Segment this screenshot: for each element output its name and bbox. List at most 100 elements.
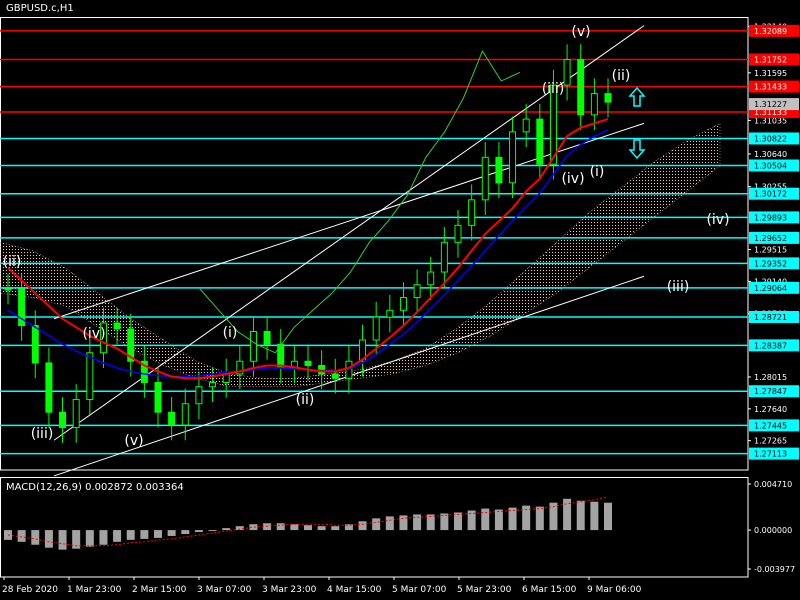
macd-histogram-bar (413, 514, 422, 531)
macd-histogram-bar (58, 530, 67, 550)
red-level-label: 1.31752 (754, 55, 787, 64)
x-tick-label: 28 Feb 2020 (2, 585, 58, 595)
candle-body (359, 339, 367, 362)
chart-symbol-title: GBPUSD.c,H1 (6, 3, 74, 14)
red-moving-average (7, 118, 609, 380)
candle-body (236, 360, 244, 375)
macd-histogram-bar (454, 512, 462, 531)
cyan-level-label: 1.29652 (754, 234, 787, 243)
candle-body (413, 284, 421, 299)
cyan-level-tag (749, 339, 799, 352)
x-tick-label: 3 Mar 07:00 (197, 585, 252, 595)
candle-body (399, 297, 407, 311)
macd-histogram-bar (44, 530, 53, 548)
candle-body (31, 325, 39, 364)
candle-body (577, 59, 585, 116)
macd-histogram-bar (290, 524, 299, 531)
candle-body (195, 386, 203, 405)
red-level-label: 1.31433 (754, 83, 787, 92)
candle-body (509, 131, 517, 184)
macd-histogram-bar (113, 530, 122, 542)
elliott-wave-label: (iii) (667, 279, 690, 295)
candle-body (563, 59, 571, 86)
macd-y-tick-label: 0.000000 (754, 526, 792, 535)
macd-histogram-bar (576, 500, 585, 531)
x-tick-label: 2 Mar 15:00 (132, 585, 187, 595)
cyan-level-label: 1.27847 (754, 387, 787, 396)
candle-body (72, 398, 80, 429)
elliott-wave-label: (iv) (561, 171, 584, 187)
cyan-level-tag (749, 385, 799, 398)
elliott-wave-label: (v) (124, 433, 143, 449)
candle-body (127, 328, 135, 362)
candle-body (181, 403, 189, 426)
red-level-label: 1.31133 (754, 108, 787, 117)
candle-body (549, 84, 557, 165)
cyan-level-tag (749, 211, 799, 224)
cyan-level-tag (749, 281, 799, 294)
cyan-level-tag (749, 447, 799, 460)
candle-body (140, 360, 148, 383)
x-tick-label: 9 Mar 06:00 (587, 585, 642, 595)
x-tick-label: 6 Mar 15:00 (522, 585, 577, 595)
ichimoku-cloud (0, 122, 721, 388)
macd-histogram-bar (508, 507, 517, 531)
macd-histogram-bar (399, 515, 408, 531)
macd-histogram-bar (331, 526, 340, 531)
macd-indicator-title: MACD(12,26,9) 0.002872 0.003364 (6, 482, 184, 493)
cyan-level-label: 1.30822 (754, 134, 787, 143)
x-tick-label: 3 Mar 23:00 (262, 585, 317, 595)
x-tick-label: 4 Mar 15:00 (327, 585, 382, 595)
macd-histogram-bar (304, 525, 312, 531)
cyan-level-label: 1.30172 (754, 190, 787, 199)
macd-histogram-bar (276, 523, 285, 531)
macd-histogram-bar (85, 530, 94, 547)
y-tick-label: 1.28015 (754, 373, 787, 382)
candle-body (454, 224, 462, 243)
macd-histogram-bar (31, 530, 40, 545)
macd-histogram-bar (194, 530, 203, 533)
candle-body (481, 156, 489, 201)
candle-body (209, 381, 217, 388)
macd-histogram-bar (549, 502, 558, 531)
cyan-level-label: 1.27113 (754, 450, 787, 459)
macd-histogram-bar (140, 530, 149, 539)
down-arrow-icon (628, 139, 646, 160)
macd-histogram-bar (72, 530, 81, 549)
macd-signal-line (7, 496, 609, 547)
candle-body (495, 156, 503, 184)
macd-histogram-bar (590, 501, 599, 531)
macd-pane-frame (0, 477, 749, 578)
macd-histogram-bar (249, 524, 258, 531)
elliott-wave-label: (ii) (3, 254, 22, 270)
cyan-level-tag (749, 231, 799, 244)
candle-body (536, 118, 544, 165)
elliott-wave-label: (iv) (706, 212, 729, 228)
chikou-span-line (199, 50, 521, 354)
cyan-level-tag (749, 419, 799, 432)
candle-body (4, 288, 12, 291)
cyan-level-tag (749, 132, 799, 145)
cyan-level-tag (749, 187, 799, 200)
main-pane-frame (0, 17, 749, 471)
candle-body (304, 360, 312, 366)
candle-body (331, 373, 339, 379)
y-tick-label: 1.31035 (754, 116, 787, 125)
macd-y-tick-label: -0.003977 (754, 565, 795, 574)
macd-histogram-bar (440, 513, 449, 531)
cyan-level-label: 1.29352 (754, 259, 787, 268)
candle-body (45, 362, 53, 413)
candle-body (440, 241, 448, 273)
macd-histogram-bar (535, 506, 544, 531)
macd-histogram-bar (17, 530, 26, 542)
macd-y-tick-label: 0.004710 (754, 480, 792, 489)
cyan-level-label: 1.27445 (754, 421, 787, 430)
cyan-level-label: 1.29893 (754, 213, 787, 222)
cyan-level-label: 1.28721 (754, 313, 787, 322)
y-tick-label: 1.27640 (754, 405, 787, 414)
candle-body (590, 93, 598, 116)
red-level-tag (749, 24, 799, 37)
cyan-level-label: 1.29064 (754, 284, 787, 293)
candle-body (168, 411, 176, 426)
